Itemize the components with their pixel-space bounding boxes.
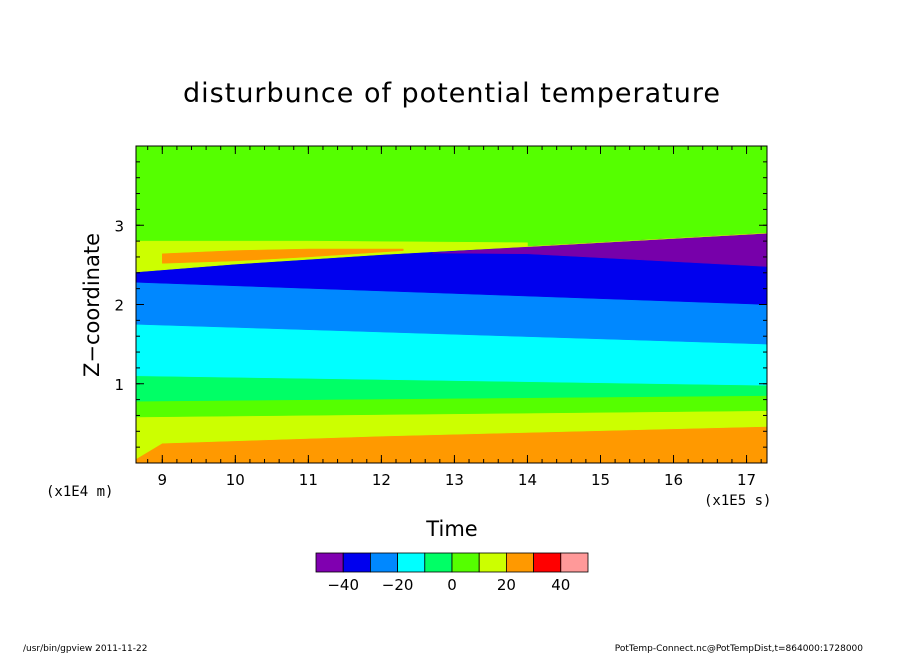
x-tick-label: 16: [664, 471, 683, 489]
y-unit-label: (x1E4 m): [46, 484, 113, 500]
footer-right: PotTemp-Connect.nc@PotTempDist,t=864000:…: [615, 644, 864, 654]
y-tick-label: 2: [114, 297, 124, 315]
plot-area: 9 10 11 12 13 14 15 16 17 123: [114, 145, 768, 489]
colorbar-label: 40: [551, 576, 570, 594]
colorbar-swatch: [315, 552, 344, 573]
x-unit-label: (x1E5 s): [704, 493, 771, 509]
colorbar-label: 0: [447, 576, 457, 594]
x-tick-label: 14: [518, 471, 537, 489]
chart-title: disturbunce of potential temperature: [183, 78, 721, 109]
band-yellow-upper: [135, 232, 768, 273]
contour-bands: [135, 232, 768, 464]
x-tick-label: 15: [591, 471, 610, 489]
x-ticks: 9 10 11 12 13 14 15 16 17: [147, 146, 762, 489]
band-orange-upper: [162, 248, 404, 264]
colorbar-swatch: [369, 552, 398, 573]
footer-left: /usr/bin/gpview 2011-11-22: [23, 644, 147, 654]
colorbar-swatch: [397, 552, 426, 573]
colorbar-swatch: [533, 552, 562, 573]
x-tick-label: 9: [158, 471, 168, 489]
colorbar-swatch: [451, 552, 480, 573]
y-ticks: 1 2 3: [114, 161, 767, 448]
x-tick-label: 10: [226, 471, 245, 489]
x-tick-label: 11: [299, 471, 318, 489]
colorbar-label: 20: [497, 576, 516, 594]
y-tick-label: 1: [114, 376, 124, 394]
colorbar-swatch: [342, 552, 371, 573]
colorbar-swatch: [424, 552, 453, 573]
x-tick-label: 17: [737, 471, 756, 489]
x-axis-label: Time: [425, 517, 477, 541]
colorbar-label: −40: [327, 576, 359, 594]
colorbar-swatch: [560, 552, 589, 573]
colorbar-swatch: [478, 552, 507, 573]
x-tick-label: 12: [372, 471, 391, 489]
colorbar-label: −20: [382, 576, 414, 594]
colorbar: −40 −20 0 20 40: [315, 552, 589, 594]
y-axis-label: Z−coordinate: [80, 233, 104, 377]
x-tick-label: 13: [445, 471, 464, 489]
colorbar-swatch: [505, 552, 534, 573]
y-tick-label: 3: [114, 217, 124, 235]
